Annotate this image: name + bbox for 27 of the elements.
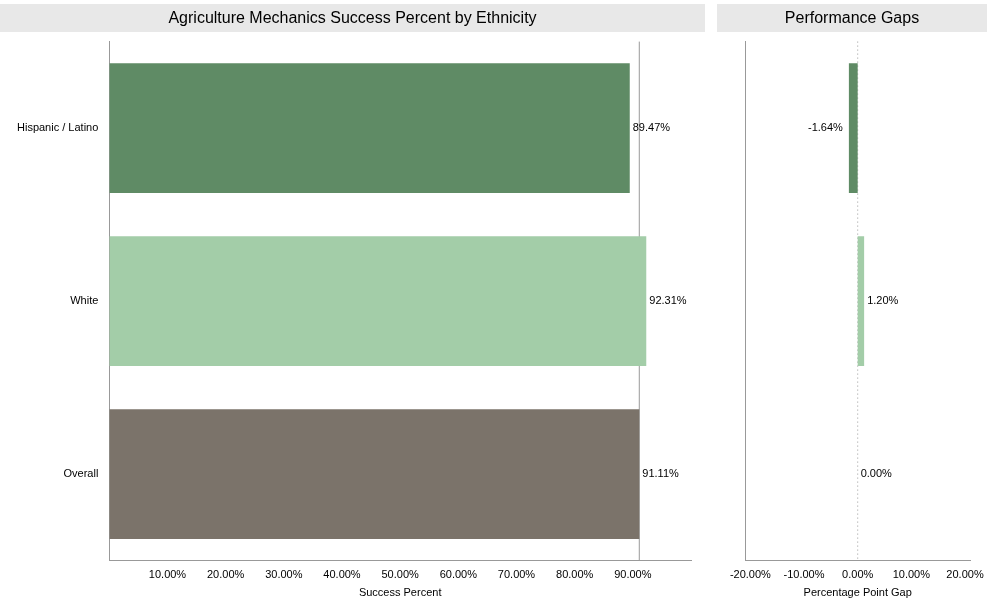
x-tick-label: -20.00% — [729, 568, 772, 581]
data-label: 1.20% — [867, 294, 899, 307]
x-tick-label: 70.00% — [497, 568, 536, 581]
chart-title: Performance Gaps — [717, 4, 987, 32]
x-tick-label: 20.00% — [207, 568, 245, 581]
x-tick-label: 20.00% — [946, 568, 984, 581]
x-tick-label: 90.00% — [614, 568, 652, 581]
y-tick-label: Overall — [63, 467, 99, 480]
y-tick-label: White — [70, 294, 99, 307]
data-label: -1.64% — [808, 121, 844, 134]
x-tick-label: 80.00% — [556, 568, 594, 581]
y-tick-label: Hispanic / Latino — [17, 121, 99, 134]
x-tick-label: 10.00% — [148, 568, 187, 581]
data-label: 92.31% — [649, 294, 687, 307]
x-tick-label: 40.00% — [323, 568, 361, 581]
x-tick-label: 0.00% — [842, 568, 874, 581]
x-tick-label: 10.00% — [892, 568, 931, 581]
x-tick-label: 50.00% — [381, 568, 420, 581]
data-label: 89.47% — [632, 121, 671, 134]
x-tick-label: 30.00% — [265, 568, 303, 581]
data-label: 0.00% — [860, 467, 893, 480]
chart-title: Agriculture Mechanics Success Percent by Ethnicity — [0, 4, 705, 32]
x-axis-title: Success Percent — [358, 586, 442, 599]
data-label: 91.11% — [642, 467, 679, 480]
x-tick-label: -10.00% — [783, 568, 825, 581]
x-tick-label: 60.00% — [439, 568, 478, 581]
x-axis-title: Percentage Point Gap — [803, 586, 912, 599]
